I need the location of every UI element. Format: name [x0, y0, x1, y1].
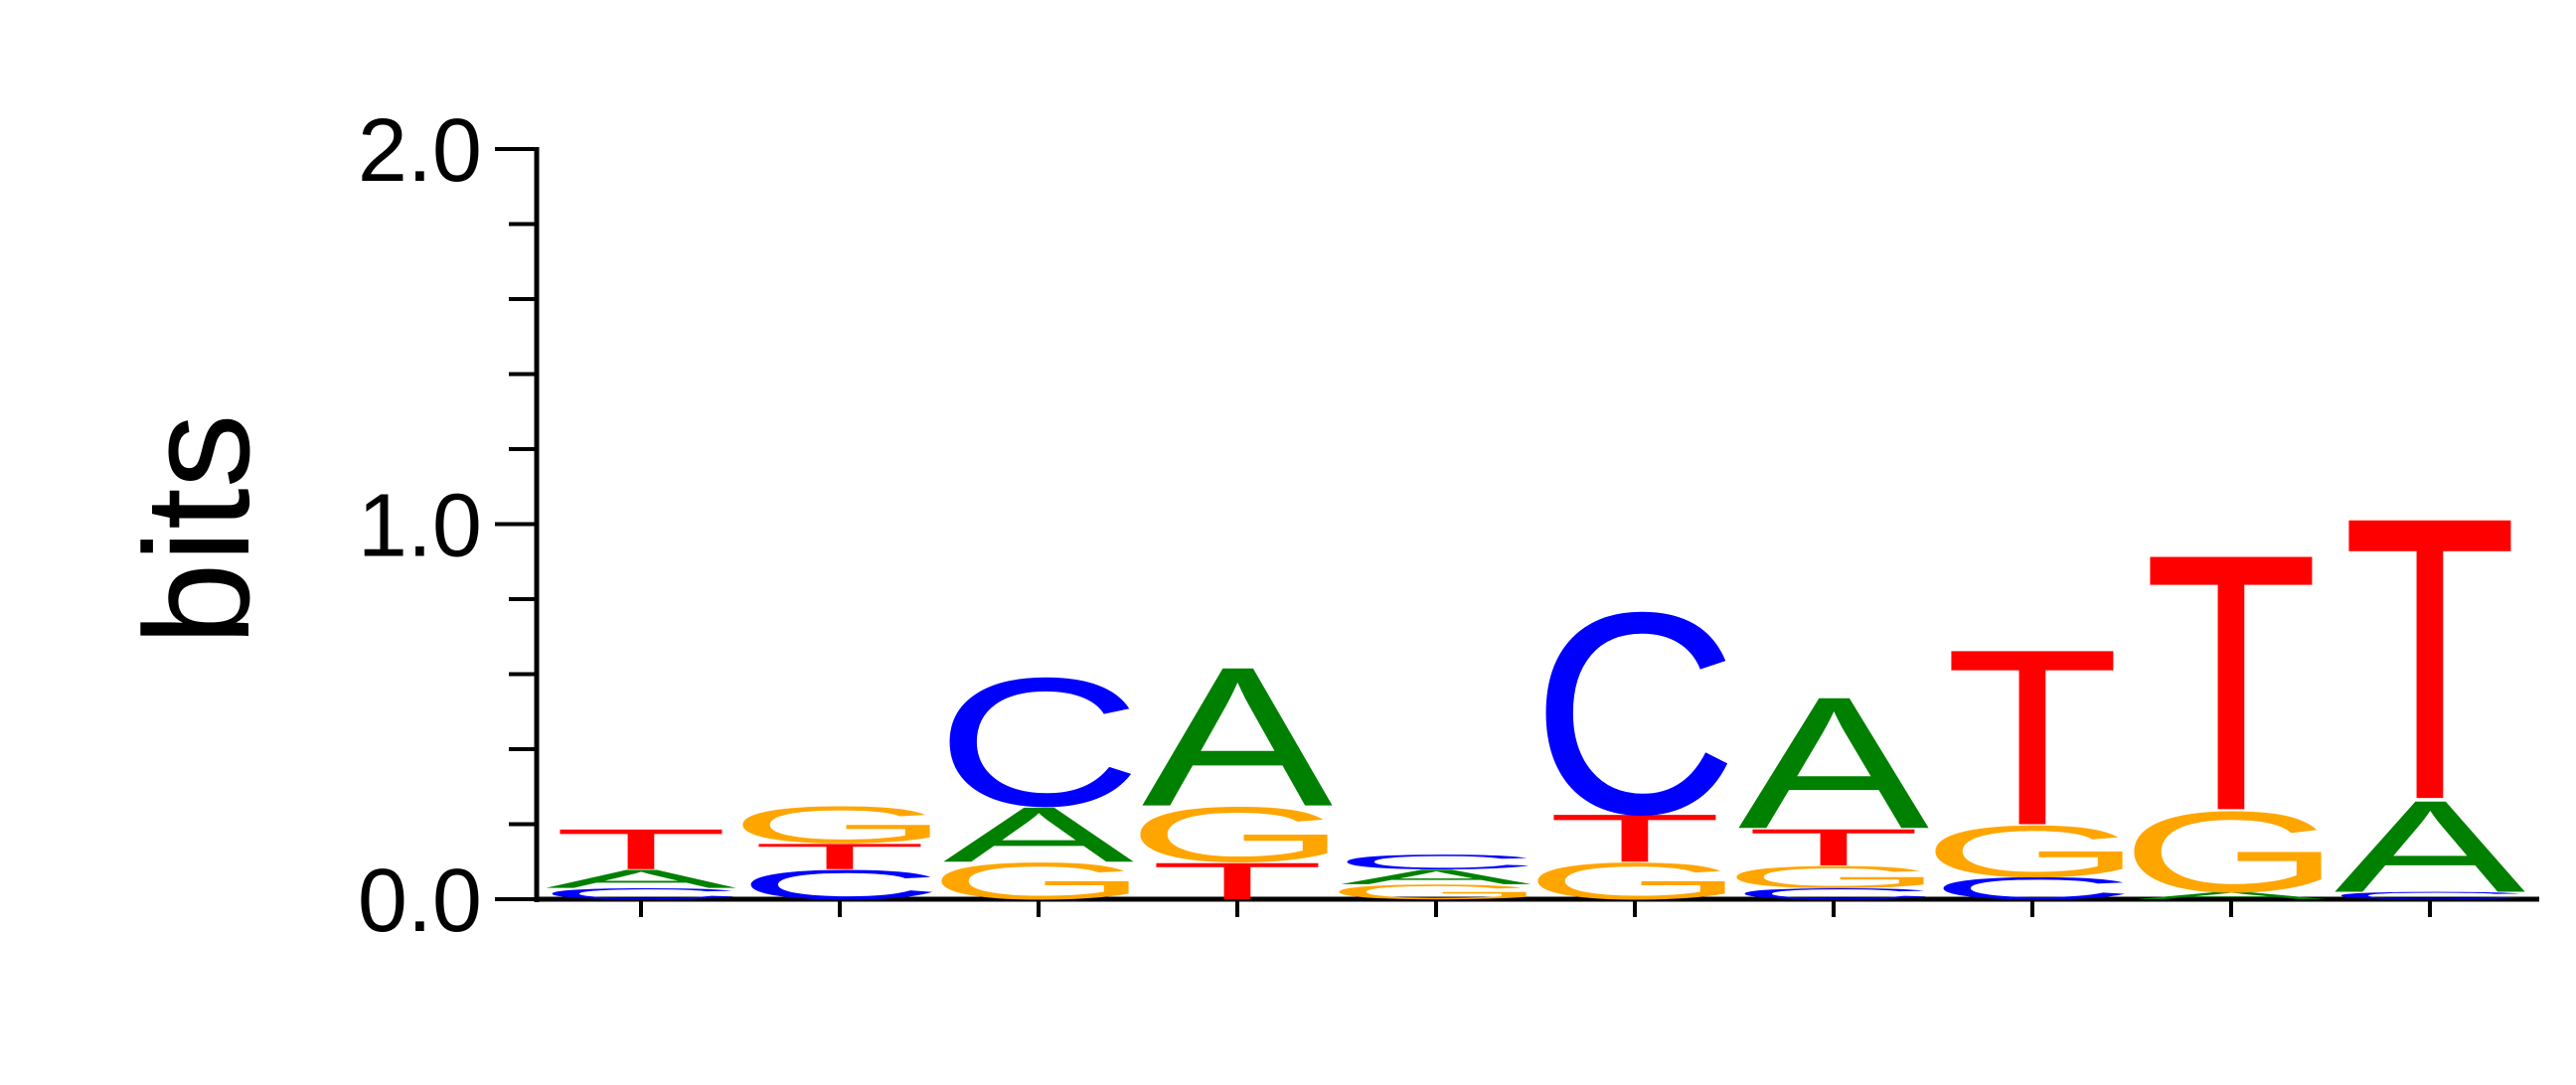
logo-letter-C: C	[1531, 552, 1738, 874]
logo-letter-T: T	[1945, 597, 2120, 878]
logo-letter-A: A	[1738, 657, 1930, 867]
logo-letter-T: T	[752, 836, 927, 876]
logo-letter-C: C	[1730, 885, 1937, 903]
logo-stack-10: CAT	[2327, 432, 2533, 919]
logo-stack-8: CGT	[1921, 597, 2144, 906]
logo-letter-G: G	[1126, 791, 1349, 878]
logo-letter-A: A	[943, 791, 1134, 878]
logo-letter-G: G	[1325, 880, 1547, 904]
y-tick-label: 0.0	[358, 852, 482, 951]
y-tick-label: 1.0	[358, 477, 482, 576]
logo-stack-4: TGA	[1126, 625, 1349, 910]
logo-letter-C: C	[935, 640, 1142, 845]
logo-stack-5: GAC	[1325, 851, 1547, 904]
logo-letter-T: T	[1746, 818, 1921, 876]
y-tick-label: 2.0	[358, 101, 482, 201]
logo-stack-3: GAC	[927, 640, 1150, 910]
logo-letter-C: C	[736, 861, 943, 908]
y-axis: 0.0 1.0 2.0	[358, 101, 540, 951]
logo-letter-A: A	[1341, 865, 1531, 889]
logo-letter-G: G	[1921, 811, 2144, 892]
logo-letter-T: T	[2342, 432, 2517, 883]
logo-letter-A: A	[546, 864, 737, 893]
logo-letter-G: G	[1524, 852, 1746, 910]
logo-letter-C: C	[538, 885, 744, 903]
logo-stack-1: CAT	[538, 818, 744, 903]
logo-letter-A: A	[2334, 774, 2526, 920]
y-axis-title: bits	[113, 413, 280, 645]
logo-letter-T: T	[554, 818, 728, 882]
logo-letter-T: T	[2144, 478, 2319, 887]
logo-letter-G: G	[728, 796, 951, 854]
logo-letter-A: A	[1142, 625, 1334, 848]
logo-letter-T: T	[1150, 852, 1325, 910]
logo-letter-C: C	[1333, 851, 1539, 874]
logo-letter-A: A	[2136, 889, 2327, 901]
logo-letter-G: G	[2120, 787, 2342, 916]
logo-letter-C: C	[1929, 870, 2136, 905]
logo-letter-T: T	[1547, 800, 1722, 876]
logo-letter-C: C	[2327, 889, 2533, 901]
logo-letter-G: G	[1722, 859, 1945, 894]
logo-stack-9: AGT	[2120, 478, 2342, 916]
logo-letter-G: G	[927, 852, 1150, 910]
x-axis	[537, 896, 2539, 917]
logo-stack-6: GTC	[1524, 552, 1746, 910]
logo-stack-2: CTG	[728, 796, 951, 908]
